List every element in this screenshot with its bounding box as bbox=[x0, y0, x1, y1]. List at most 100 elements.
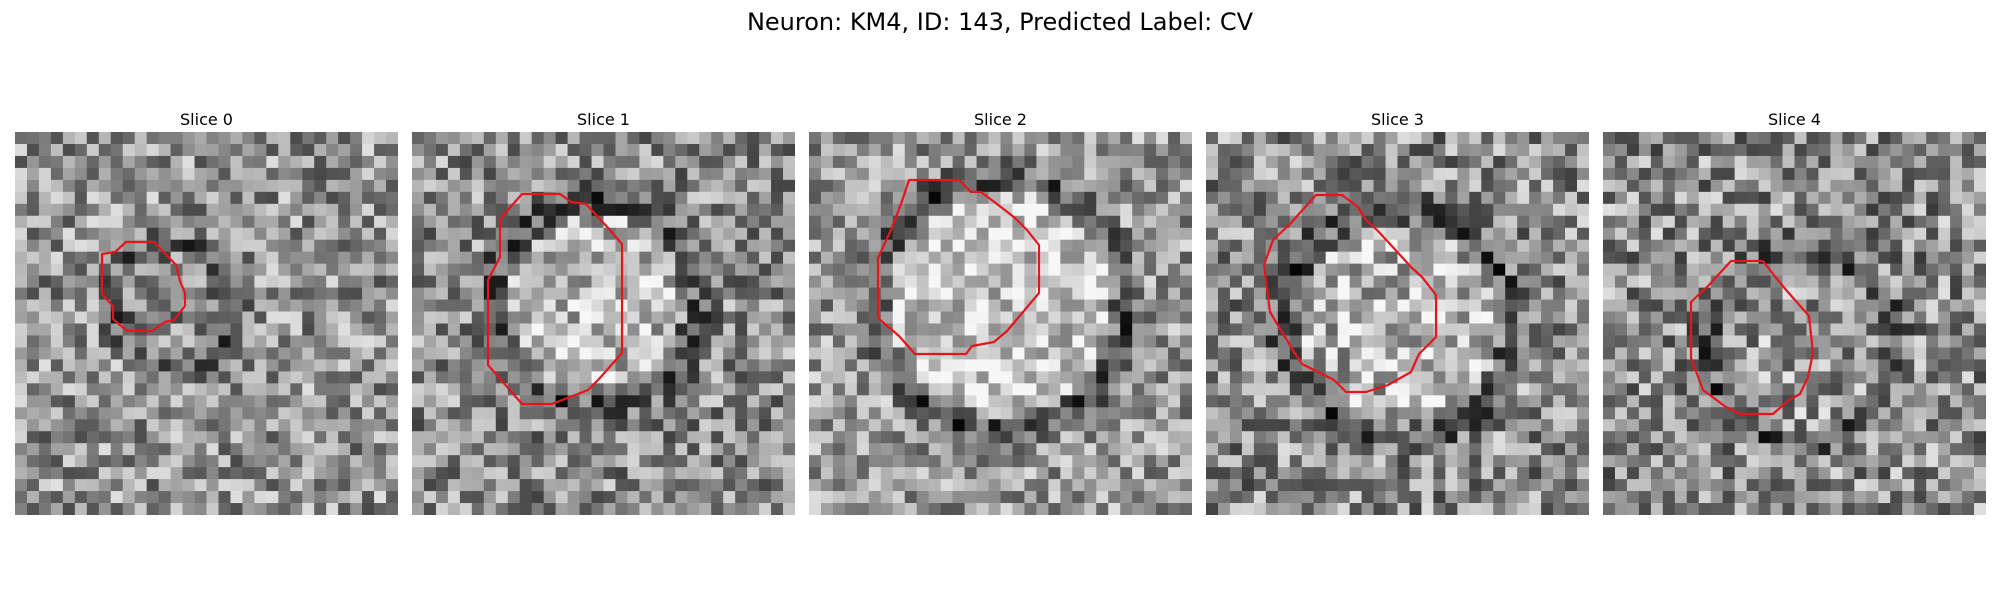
pixel bbox=[350, 239, 363, 253]
pixel bbox=[1024, 491, 1037, 504]
pixel bbox=[1698, 359, 1712, 372]
pixel bbox=[783, 215, 795, 229]
pixel bbox=[1770, 179, 1783, 193]
pixel bbox=[1265, 359, 1279, 372]
pixel bbox=[591, 263, 604, 277]
pixel bbox=[916, 263, 930, 277]
pixel bbox=[567, 132, 580, 145]
pixel bbox=[302, 227, 315, 241]
pixel bbox=[1614, 251, 1628, 265]
pixel bbox=[567, 227, 580, 241]
pixel bbox=[1421, 335, 1434, 348]
pixel bbox=[1686, 383, 1700, 396]
pixel bbox=[483, 491, 497, 504]
pixel bbox=[723, 132, 736, 145]
pixel bbox=[1325, 431, 1339, 444]
pixel bbox=[519, 395, 533, 408]
pixel bbox=[1457, 155, 1470, 169]
pixel bbox=[1770, 227, 1783, 241]
pixel bbox=[1830, 203, 1843, 217]
pixel bbox=[134, 191, 148, 205]
pixel bbox=[988, 239, 1001, 253]
pixel bbox=[1938, 299, 1951, 312]
pixel bbox=[651, 419, 664, 432]
pixel bbox=[639, 191, 652, 205]
pixel bbox=[1397, 479, 1410, 492]
pixel bbox=[591, 311, 604, 324]
pixel bbox=[62, 419, 76, 432]
pixel bbox=[904, 323, 918, 336]
pixel bbox=[1409, 203, 1422, 217]
pixel bbox=[832, 251, 846, 265]
pixel bbox=[892, 251, 906, 265]
pixel bbox=[1698, 143, 1712, 157]
pixel bbox=[495, 191, 509, 205]
pixel bbox=[38, 431, 52, 444]
pixel bbox=[759, 299, 772, 312]
pixel bbox=[507, 203, 521, 217]
pixel bbox=[230, 215, 243, 229]
pixel bbox=[495, 407, 509, 420]
pixel bbox=[820, 191, 834, 205]
pixel bbox=[1024, 191, 1037, 205]
pixel bbox=[1217, 143, 1231, 157]
pixel bbox=[1553, 467, 1566, 480]
pixel bbox=[1072, 275, 1085, 288]
pixel bbox=[1794, 419, 1807, 432]
pixel bbox=[230, 407, 243, 420]
pixel bbox=[615, 491, 628, 504]
pixel bbox=[1120, 491, 1133, 504]
pixel bbox=[1517, 179, 1530, 193]
pixel bbox=[362, 311, 375, 324]
pixel bbox=[218, 191, 231, 205]
pixel bbox=[1565, 491, 1578, 504]
pixel bbox=[699, 299, 712, 312]
pixel bbox=[1265, 383, 1279, 396]
pixel bbox=[362, 407, 375, 420]
pixel bbox=[1409, 287, 1422, 300]
pixel bbox=[1674, 443, 1688, 456]
pixel bbox=[483, 479, 497, 492]
pixel bbox=[1253, 431, 1267, 444]
pixel bbox=[1686, 239, 1700, 253]
pixel bbox=[820, 323, 834, 336]
pixel bbox=[699, 371, 712, 384]
pixel bbox=[412, 239, 425, 253]
pixel bbox=[374, 443, 387, 456]
pixel bbox=[158, 179, 171, 193]
pixel bbox=[1409, 143, 1422, 157]
pixel bbox=[74, 383, 88, 396]
pixel bbox=[1493, 347, 1506, 360]
pixel bbox=[1373, 299, 1386, 312]
pixel bbox=[543, 491, 557, 504]
pixel bbox=[1096, 167, 1109, 181]
pixel bbox=[1325, 407, 1339, 420]
pixel bbox=[218, 479, 231, 492]
pixel bbox=[1818, 275, 1831, 288]
pixel bbox=[483, 167, 497, 181]
pixel bbox=[1626, 383, 1640, 396]
pixel bbox=[1012, 347, 1025, 360]
pixel bbox=[1096, 287, 1109, 300]
pixel bbox=[15, 407, 28, 420]
pixel bbox=[459, 503, 473, 515]
pixel bbox=[423, 491, 437, 504]
pixel bbox=[50, 203, 64, 217]
pixel bbox=[254, 491, 267, 504]
pixel bbox=[1938, 263, 1951, 277]
pixel bbox=[1325, 167, 1339, 181]
pixel bbox=[1409, 323, 1422, 336]
pixel bbox=[374, 371, 387, 384]
pixel bbox=[1132, 431, 1145, 444]
pixel bbox=[423, 239, 437, 253]
pixel bbox=[1156, 311, 1169, 324]
pixel bbox=[1048, 155, 1061, 169]
pixel bbox=[904, 503, 918, 515]
pixel bbox=[519, 179, 533, 193]
pixel bbox=[1012, 419, 1025, 432]
pixel bbox=[1818, 383, 1831, 396]
pixel bbox=[1072, 132, 1085, 145]
pixel bbox=[663, 479, 676, 492]
pixel bbox=[687, 203, 700, 217]
pixel bbox=[699, 132, 712, 145]
